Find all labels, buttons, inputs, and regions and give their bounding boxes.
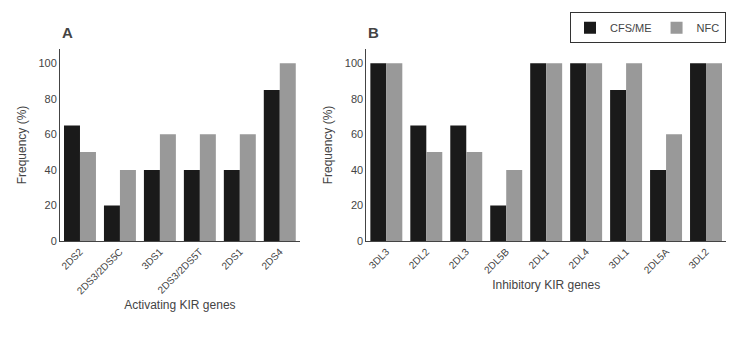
svg-text:0: 0 [357, 235, 363, 247]
svg-text:NFC: NFC [697, 22, 720, 34]
svg-text:CFS/ME: CFS/ME [610, 22, 652, 34]
svg-text:2DS4: 2DS4 [259, 246, 285, 272]
svg-text:2DS3/2DS5T: 2DS3/2DS5T [155, 246, 204, 295]
svg-text:2DL2: 2DL2 [407, 246, 432, 271]
svg-text:Activating KIR genes: Activating KIR genes [124, 298, 235, 312]
svg-text:60: 60 [45, 128, 57, 140]
svg-text:2DL3: 2DL3 [447, 246, 472, 271]
svg-text:0: 0 [51, 235, 57, 247]
svg-text:80: 80 [45, 93, 57, 105]
svg-text:20: 20 [45, 199, 57, 211]
svg-text:3DL2: 3DL2 [686, 246, 711, 271]
svg-text:3DS1: 3DS1 [139, 246, 165, 272]
svg-text:100: 100 [38, 57, 56, 69]
svg-text:3DL1: 3DL1 [606, 246, 631, 271]
svg-text:100: 100 [345, 57, 363, 69]
svg-text:A: A [62, 24, 73, 41]
svg-text:Inhibitory KIR genes: Inhibitory KIR genes [492, 278, 600, 292]
svg-text:2DL4: 2DL4 [566, 246, 591, 271]
svg-text:60: 60 [351, 128, 363, 140]
svg-text:2DL1: 2DL1 [526, 246, 551, 271]
svg-text:B: B [368, 24, 379, 41]
svg-text:2DS1: 2DS1 [219, 246, 245, 272]
svg-text:80: 80 [351, 93, 363, 105]
svg-text:Frequency (%): Frequency (%) [321, 106, 335, 185]
svg-text:40: 40 [45, 164, 57, 176]
svg-text:40: 40 [351, 164, 363, 176]
svg-text:2DL5A: 2DL5A [642, 246, 672, 276]
svg-text:Frequency (%): Frequency (%) [15, 106, 29, 185]
svg-text:2DL5B: 2DL5B [482, 246, 512, 276]
svg-text:2DS2: 2DS2 [59, 246, 85, 272]
svg-text:3DL3: 3DL3 [367, 246, 392, 271]
svg-text:20: 20 [351, 199, 363, 211]
svg-text:2DS3/2DS5C: 2DS3/2DS5C [75, 246, 125, 296]
